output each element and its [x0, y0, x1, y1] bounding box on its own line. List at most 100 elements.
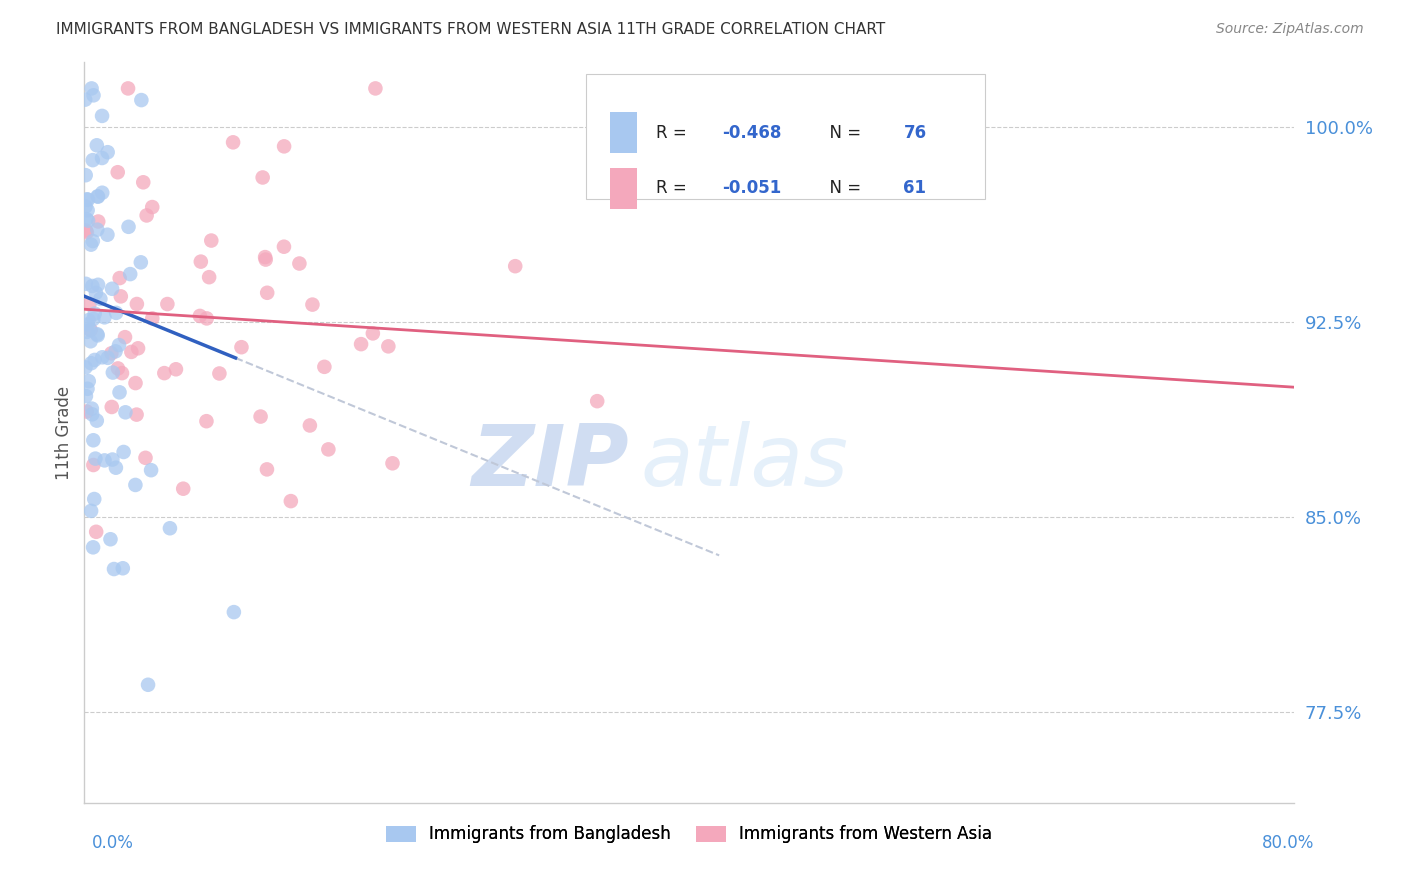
Point [111, 366, 134, 380]
Point [75, 93, 97, 107]
Point [101, 452, 124, 467]
Point [112, 445, 135, 459]
Point [79, 334, 101, 349]
Point [381, 456, 404, 470]
Text: -0.468: -0.468 [723, 124, 782, 142]
Point [97, 145, 120, 160]
Point [159, 521, 181, 535]
Point [108, 271, 131, 285]
Text: 76: 76 [904, 124, 927, 142]
Point [172, 482, 194, 496]
Point [75, 223, 97, 237]
Point [80, 237, 103, 252]
Text: IMMIGRANTS FROM BANGLADESH VS IMMIGRANTS FROM WESTERN ASIA 11TH GRADE CORRELATIO: IMMIGRANTS FROM BANGLADESH VS IMMIGRANTS… [56, 22, 886, 37]
Point [76, 404, 98, 418]
Point [93, 310, 115, 325]
Point [125, 297, 148, 311]
Point [108, 385, 131, 400]
Point [117, 219, 139, 234]
Point [100, 346, 122, 360]
Point [79, 297, 101, 311]
Point [108, 338, 131, 352]
Point [298, 418, 321, 433]
Point [364, 81, 387, 95]
Point [131, 93, 153, 107]
Point [96, 227, 118, 242]
Point [139, 463, 162, 477]
Point [75, 168, 97, 182]
Text: 0.0%: 0.0% [91, 834, 134, 852]
Point [79, 323, 101, 337]
FancyBboxPatch shape [610, 112, 637, 153]
Point [188, 309, 211, 323]
Point [200, 234, 222, 248]
Point [80, 356, 103, 370]
Point [503, 259, 526, 273]
Point [76, 318, 98, 332]
Text: -0.051: -0.051 [723, 179, 782, 197]
Point [111, 561, 134, 575]
Point [83, 491, 105, 506]
Text: ZIP: ZIP [471, 421, 628, 504]
Point [75, 200, 97, 214]
FancyBboxPatch shape [610, 168, 637, 209]
Point [77, 193, 100, 207]
Point [87, 277, 110, 292]
Point [314, 359, 336, 374]
Point [86, 414, 108, 428]
Point [318, 442, 340, 457]
Point [100, 533, 122, 547]
Point [256, 462, 278, 476]
Point [104, 460, 127, 475]
Point [127, 341, 149, 355]
Point [80, 401, 103, 416]
Point [208, 367, 231, 381]
Point [80, 81, 103, 95]
Point [141, 200, 163, 214]
Point [104, 344, 127, 359]
Point [101, 366, 124, 380]
Point [256, 285, 278, 300]
Point [75, 212, 97, 227]
Point [195, 414, 218, 428]
Point [75, 277, 97, 291]
Point [105, 306, 128, 320]
Text: 80.0%: 80.0% [1263, 834, 1315, 852]
Point [222, 136, 245, 150]
Point [86, 327, 108, 342]
Text: R =: R = [655, 124, 692, 142]
Point [75, 389, 97, 403]
Point [586, 394, 609, 409]
Point [114, 405, 136, 419]
Point [134, 450, 156, 465]
Point [254, 250, 277, 264]
Point [77, 213, 100, 227]
Point [84, 285, 107, 300]
Point [91, 109, 114, 123]
Point [117, 81, 139, 95]
Point [254, 252, 277, 267]
Point [91, 351, 114, 365]
Point [77, 313, 100, 327]
Point [89, 292, 111, 306]
Point [82, 434, 104, 448]
Point [76, 382, 98, 396]
FancyBboxPatch shape [586, 73, 986, 200]
Point [132, 175, 155, 189]
Point [231, 340, 253, 354]
Point [110, 289, 132, 303]
Point [350, 337, 373, 351]
Point [156, 297, 179, 311]
Point [77, 374, 100, 388]
Point [86, 138, 108, 153]
Point [82, 279, 104, 293]
Point [86, 189, 108, 203]
Point [135, 209, 157, 223]
Point [377, 339, 399, 353]
Point [301, 297, 323, 311]
Point [129, 255, 152, 269]
Point [288, 256, 311, 270]
Text: Source: ZipAtlas.com: Source: ZipAtlas.com [1216, 22, 1364, 37]
Point [273, 139, 295, 153]
Point [190, 254, 212, 268]
